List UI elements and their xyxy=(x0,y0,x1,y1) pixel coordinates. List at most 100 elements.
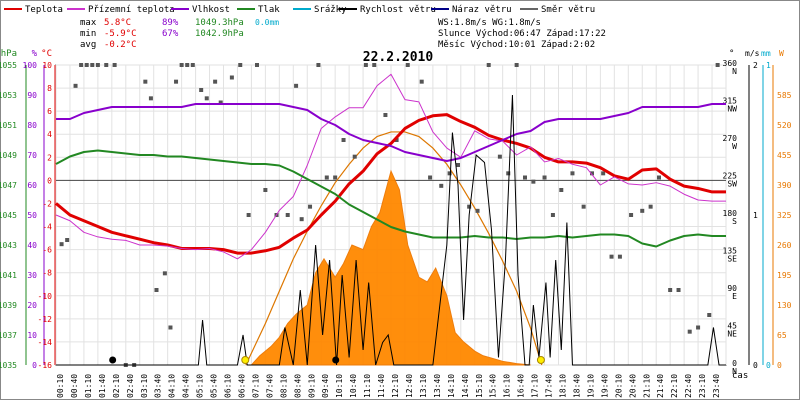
dir-tick-label: 270 xyxy=(723,134,738,143)
wind-direction-point xyxy=(486,63,491,67)
x-tick-label: 22:40 xyxy=(684,374,693,398)
hpa-tick-label: 1041 xyxy=(0,271,17,280)
wind-direction-point xyxy=(372,63,377,67)
wind-direction-point xyxy=(168,325,173,330)
pct-tick-label: 0 xyxy=(32,361,37,370)
wm2-axis-label: W xyxy=(779,49,784,58)
info-line: Slunce Východ:06:47 Západ:17:22 xyxy=(438,29,606,39)
wind-direction-point xyxy=(590,171,594,176)
x-tick-label: 07:10 xyxy=(251,374,260,398)
temp-tick-label: -2 xyxy=(42,199,52,208)
stats-label: min xyxy=(80,29,96,39)
mm-axis-label: mm xyxy=(761,49,771,58)
x-tick-label: 03:40 xyxy=(154,374,163,398)
x-tick-label: 01:40 xyxy=(98,374,107,398)
x-tick-label: 23:40 xyxy=(712,374,721,398)
wind-direction-point xyxy=(213,79,218,84)
wind-direction-point xyxy=(199,88,204,92)
dir-tick-name: N xyxy=(732,67,737,76)
wind-direction-point xyxy=(174,79,179,84)
dir-tick-label: 225 xyxy=(723,172,738,181)
temp-tick-label: 6 xyxy=(47,107,52,116)
wind-direction-point xyxy=(179,63,184,67)
wind-direction-point xyxy=(657,175,661,180)
x-tick-label: 11:40 xyxy=(377,374,386,398)
stats-humidity: 89% xyxy=(162,18,179,28)
wind-direction-point xyxy=(84,63,89,67)
legend-label: Rychlost větru xyxy=(360,5,436,15)
pct-tick-label: 10 xyxy=(27,331,37,340)
solar-curve xyxy=(245,131,543,366)
dir-axis-label: ° xyxy=(729,49,734,59)
dir-tick-name: SE xyxy=(727,255,737,264)
wind-direction-point xyxy=(95,63,100,67)
wind-direction-point xyxy=(73,83,78,88)
info-line: Měsíc Východ:10:01 Západ:2:02 xyxy=(438,40,595,50)
wind-direction-point xyxy=(285,213,290,217)
x-tick-label: 13:10 xyxy=(419,374,428,398)
temp-tick-label: 2 xyxy=(47,153,52,162)
series-vlhkost xyxy=(56,103,726,162)
x-tick-label: 18:40 xyxy=(572,374,581,398)
wind-direction-point xyxy=(59,242,64,247)
legend-label: Teplota xyxy=(25,5,63,15)
dir-tick-name: W xyxy=(732,142,737,151)
wind-direction-point xyxy=(640,208,645,213)
pct-axis-label: % xyxy=(32,49,38,59)
x-tick-label: 08:10 xyxy=(279,374,288,398)
stats-label: avg xyxy=(80,40,96,50)
temp-tick-label: -16 xyxy=(38,361,53,370)
wind-direction-point xyxy=(229,75,234,80)
wind-direction-point xyxy=(439,183,444,188)
moonrise-marker xyxy=(332,356,340,364)
x-tick-label: 06:40 xyxy=(237,374,246,398)
x-tick-label: 21:10 xyxy=(642,374,651,398)
x-tick-label: 12:40 xyxy=(405,374,414,398)
wind-direction-point xyxy=(65,238,70,242)
legend-label: Přízemní teplota xyxy=(88,5,175,15)
legend-label: Vlhkost xyxy=(192,5,230,15)
wind-direction-point xyxy=(601,171,606,176)
temp-tick-label: -6 xyxy=(42,246,52,255)
hpa-tick-label: 1043 xyxy=(0,241,17,250)
pct-tick-label: 30 xyxy=(27,271,37,280)
wind-direction-point xyxy=(299,217,304,222)
temp-tick-label: 10 xyxy=(42,61,52,70)
wind-direction-point xyxy=(617,254,622,259)
dir-tick-label: 180 xyxy=(723,209,738,218)
wind-direction-point xyxy=(514,63,519,67)
dir-tick-label: 360 xyxy=(723,59,738,68)
x-tick-label: 04:10 xyxy=(168,374,177,398)
wind-direction-point xyxy=(447,171,452,176)
moonset-marker xyxy=(109,356,117,364)
wm2-tick-label: 390 xyxy=(777,181,792,190)
wind-direction-point xyxy=(676,288,681,292)
dir-tick-name: N xyxy=(732,367,737,376)
x-tick-label: 22:10 xyxy=(670,374,679,398)
temp-tick-label: -10 xyxy=(38,292,53,301)
wm2-tick-label: 0 xyxy=(777,361,782,370)
x-tick-label: 15:40 xyxy=(489,374,498,398)
x-tick-label: 16:10 xyxy=(503,374,512,398)
wind-direction-point xyxy=(316,63,321,67)
temp-tick-label: 0 xyxy=(47,176,52,185)
x-tick-label: 21:40 xyxy=(656,374,665,398)
x-tick-label: 00:40 xyxy=(70,374,79,398)
wm2-tick-label: 520 xyxy=(777,121,792,130)
x-tick-label: 02:40 xyxy=(126,374,135,398)
legend-label: Směr větru xyxy=(541,5,595,15)
dir-tick-name: NW xyxy=(727,105,737,114)
wind-direction-point xyxy=(104,63,109,67)
wm2-tick-label: 455 xyxy=(777,151,792,160)
dir-tick-label: 45 xyxy=(727,322,737,331)
wind-direction-point xyxy=(419,79,424,84)
x-tick-label: 05:10 xyxy=(196,374,205,398)
wind-direction-point xyxy=(204,96,209,101)
wind-direction-point xyxy=(559,188,564,192)
wind-direction-point xyxy=(333,175,338,180)
x-tick-label: 01:10 xyxy=(84,374,93,398)
wind-direction-point xyxy=(294,83,299,88)
temp-tick-label: -12 xyxy=(38,315,53,324)
hpa-tick-label: 1055 xyxy=(0,61,17,70)
